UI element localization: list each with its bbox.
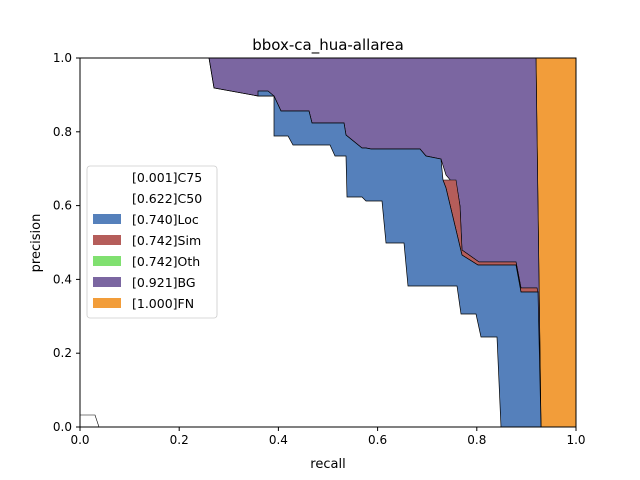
y-axis-label: precision (29, 214, 44, 273)
legend-label: [0.622]C50 (132, 191, 202, 206)
legend-swatch (93, 172, 121, 182)
y-tick-label: 0.6 (53, 199, 72, 213)
y-tick-label: 0.4 (53, 272, 72, 286)
legend-label: [0.001]C75 (132, 170, 202, 185)
x-axis: 0.0 0.2 0.4 0.6 0.8 1.0 (70, 427, 586, 447)
legend-label: [0.742]Oth (132, 254, 200, 269)
area-fn (535, 57, 577, 428)
y-axis: 0.0 0.2 0.4 0.6 0.8 1.0 (53, 51, 80, 434)
legend-label: [0.740]Loc (132, 212, 199, 227)
legend: [0.001]C75 [0.622]C50 [0.740]Loc [0.742]Sim… (86, 165, 218, 319)
legend-swatch (93, 214, 121, 224)
x-tick-label: 0.4 (269, 433, 288, 447)
area-c75 (80, 414, 100, 428)
x-tick-label: 1.0 (566, 433, 585, 447)
legend-swatch (93, 277, 121, 287)
x-tick-label: 0.2 (170, 433, 189, 447)
y-tick-label: 0.0 (53, 420, 72, 434)
plot-frame (79, 57, 577, 428)
x-tick-label: 0.8 (467, 433, 486, 447)
x-tick-label: 0.0 (70, 433, 89, 447)
y-tick-label: 1.0 (53, 51, 72, 65)
area-loc (208, 57, 542, 428)
x-axis-label: recall (310, 457, 345, 472)
legend-label: [0.742]Sim (132, 233, 201, 248)
plot-area (79, 57, 577, 428)
legend-swatch (93, 256, 121, 266)
y-tick-label: 0.8 (53, 125, 72, 139)
legend-swatch (93, 298, 121, 308)
legend-swatch (93, 193, 121, 203)
chart-title: bbox-ca_hua-allarea (252, 36, 404, 55)
y-tick-label: 0.2 (53, 346, 72, 360)
legend-label: [1.000]FN (132, 296, 194, 311)
legend-label: [0.921]BG (132, 275, 196, 290)
x-tick-label: 0.6 (368, 433, 387, 447)
legend-swatch (93, 235, 121, 245)
